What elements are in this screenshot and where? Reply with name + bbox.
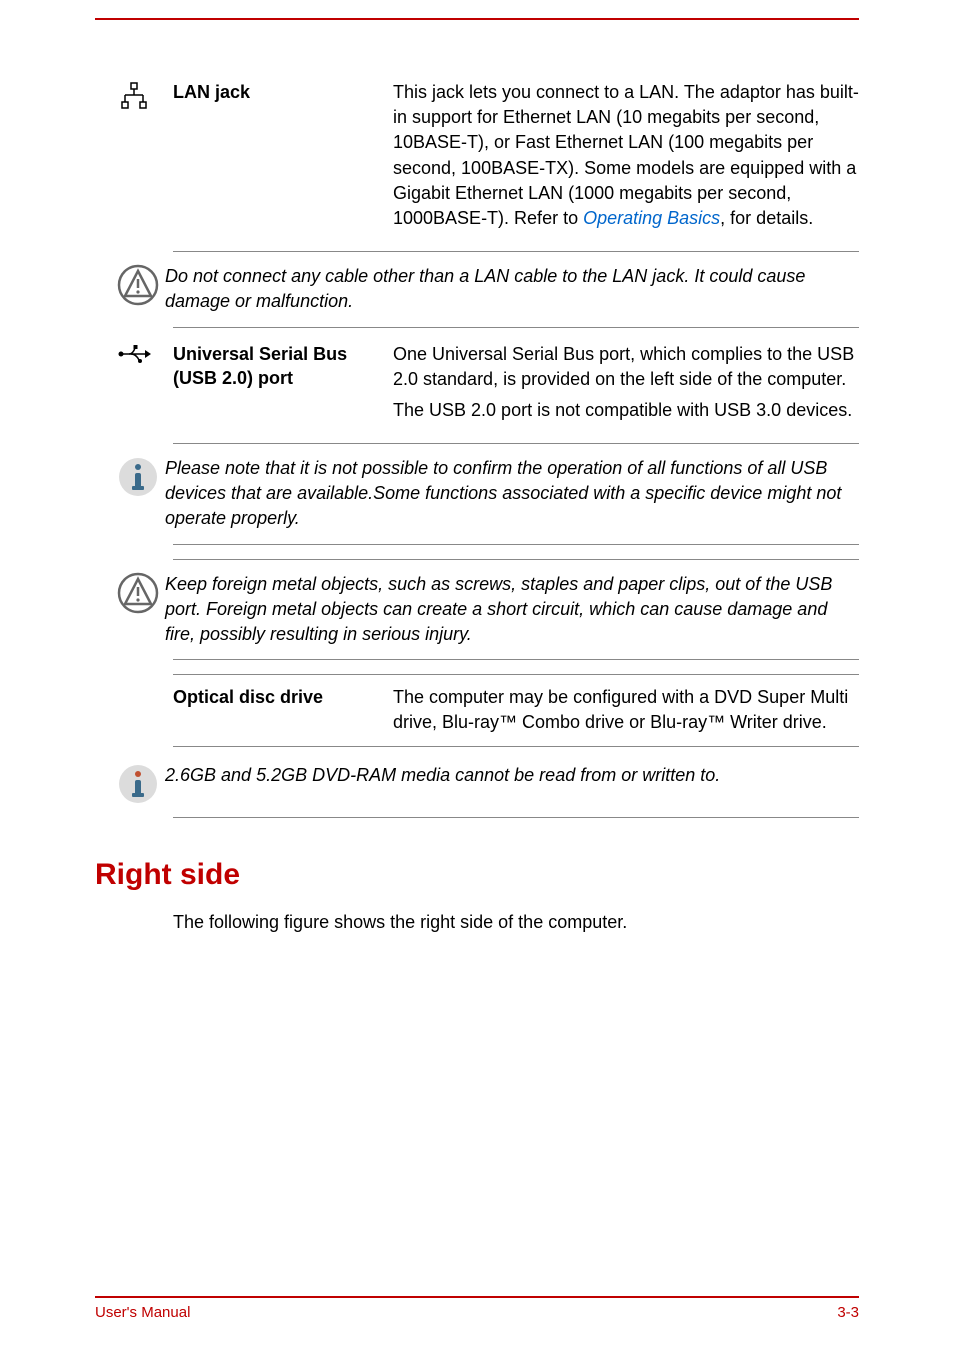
warning-icon: [111, 572, 165, 614]
warning-usb: Keep foreign metal objects, such as scre…: [173, 559, 859, 661]
lan-desc-pre: This jack lets you connect to a LAN. The…: [393, 82, 859, 228]
info-optical: 2.6GB and 5.2GB DVD-RAM media cannot be …: [173, 751, 859, 818]
optical-desc: The computer may be configured with a DV…: [393, 685, 859, 735]
info-icon: [111, 456, 165, 498]
usb-row: Universal Serial Bus (USB 2.0) port One …: [95, 342, 859, 430]
lan-jack-desc: This jack lets you connect to a LAN. The…: [393, 80, 859, 237]
usb-desc-1: One Universal Serial Bus port, which com…: [393, 342, 859, 392]
lan-desc-post: , for details.: [720, 208, 813, 228]
warning-lan-text: Do not connect any cable other than a LA…: [165, 264, 859, 314]
info-usb: Please note that it is not possible to c…: [173, 443, 859, 545]
lan-jack-label: LAN jack: [173, 80, 393, 104]
page-footer: User's Manual 3-3: [95, 1296, 859, 1321]
lan-icon: [95, 80, 173, 110]
optical-row: Optical disc drive The computer may be c…: [95, 685, 859, 735]
optical-label: Optical disc drive: [173, 685, 393, 709]
operating-basics-link[interactable]: Operating Basics: [583, 208, 720, 228]
lan-jack-row: LAN jack This jack lets you connect to a…: [95, 80, 859, 237]
usb-label: Universal Serial Bus (USB 2.0) port: [173, 342, 393, 391]
info-optical-text: 2.6GB and 5.2GB DVD-RAM media cannot be …: [165, 763, 859, 788]
info-icon: [111, 763, 165, 805]
usb-desc: One Universal Serial Bus port, which com…: [393, 342, 859, 430]
info-usb-text: Please note that it is not possible to c…: [165, 456, 859, 532]
footer-left: User's Manual: [95, 1304, 190, 1321]
warning-lan: Do not connect any cable other than a LA…: [173, 251, 859, 327]
right-side-heading: Right side: [95, 858, 859, 892]
right-side-body: The following figure shows the right sid…: [173, 910, 859, 935]
warning-usb-text: Keep foreign metal objects, such as scre…: [165, 572, 859, 648]
usb-icon: [95, 342, 173, 364]
usb-desc-2: The USB 2.0 port is not compatible with …: [393, 398, 859, 423]
warning-icon: [111, 264, 165, 306]
footer-right: 3-3: [837, 1304, 859, 1321]
